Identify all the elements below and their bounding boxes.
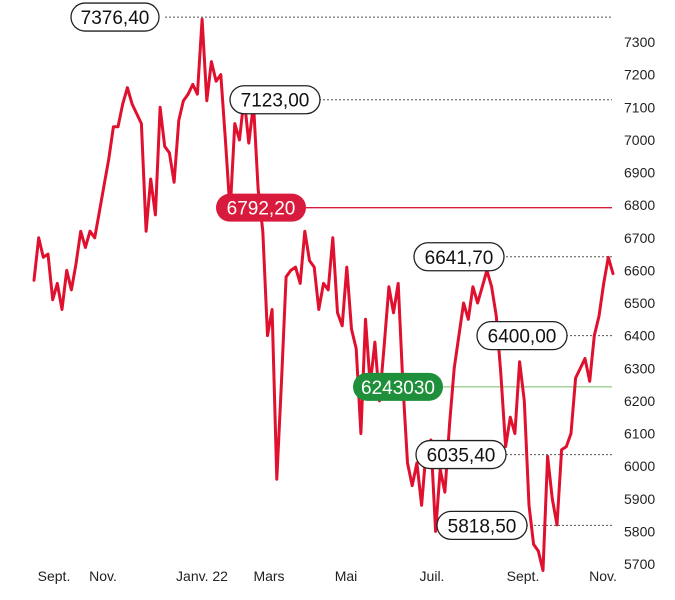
callout-label: 6641,70	[425, 248, 494, 269]
x-tick-label: Juil.	[420, 568, 445, 584]
y-tick-label: 6700	[624, 230, 655, 246]
value-callout: 7123,00	[229, 85, 321, 115]
y-tick-label: 6800	[624, 197, 655, 213]
callout-label: 5818,50	[448, 516, 517, 537]
callout-label: 6400,00	[488, 327, 557, 348]
callout-pill	[476, 320, 568, 351]
callout-pill	[436, 510, 528, 540]
y-tick-label: 6000	[624, 458, 655, 474]
y-tick-label: 6500	[624, 295, 655, 311]
value-callout: 6641,70	[413, 242, 505, 272]
x-tick-label: Nov.	[89, 568, 117, 584]
callout-pill	[216, 193, 306, 222]
y-tick-label: 6300	[624, 360, 655, 376]
callout-label: 6243030	[361, 378, 435, 399]
y-axis-ticks: 7300 7200 7100 7000 6900 6800 6700 6600 6500 6400…	[624, 34, 655, 572]
x-tick-label: Nov.	[589, 568, 617, 584]
y-tick-label: 5900	[624, 491, 655, 507]
callout-pill	[413, 242, 505, 272]
callout-label: 6035,40	[427, 446, 496, 467]
value-callout: 7376,40	[70, 2, 160, 32]
callout-pill	[415, 439, 507, 470]
y-tick-label: 6600	[624, 262, 655, 278]
y-tick-label: 5700	[624, 556, 655, 572]
price-series-line	[32, 17, 615, 572]
value-callout: 6035,40	[415, 439, 507, 470]
callout-label: 7123,00	[241, 91, 310, 112]
value-callout: 6792,20	[216, 193, 306, 222]
x-tick-label: Sept.	[507, 568, 540, 584]
callout-label: 7376,40	[81, 8, 150, 29]
callout-label: 6792,20	[227, 199, 296, 220]
y-tick-label: 7300	[624, 34, 655, 50]
y-tick-label: 6400	[624, 328, 655, 344]
y-tick-label: 6200	[624, 393, 655, 409]
y-tick-label: 5800	[624, 523, 655, 539]
series-layer	[32, 17, 615, 572]
callout-pill	[70, 2, 160, 32]
value-callout: 6243030	[353, 372, 443, 401]
y-tick-label: 7200	[624, 67, 655, 83]
y-tick-label: 7000	[624, 132, 655, 148]
y-tick-label: 6100	[624, 426, 655, 442]
y-tick-label: 6900	[624, 165, 655, 181]
value-callout: 5818,50	[436, 510, 528, 540]
reference-guides	[165, 16, 612, 526]
callout-pill	[229, 85, 321, 115]
value-callout: 6400,00	[476, 320, 568, 351]
x-tick-label: Sept.	[38, 568, 71, 584]
x-tick-label: Mars	[253, 568, 284, 584]
callouts-layer: 7376,40 7123,00 6792,20 6641,70 6400,00 62430…	[70, 2, 568, 540]
y-tick-label: 7100	[624, 99, 655, 115]
x-tick-label: Mai	[335, 568, 358, 584]
x-tick-label: Janv. 22	[176, 568, 228, 584]
callout-pill	[353, 372, 443, 401]
x-axis-ticks: Sept. Nov. Janv. 22 Mars Mai Juil. Sept. Nov.	[38, 568, 617, 584]
